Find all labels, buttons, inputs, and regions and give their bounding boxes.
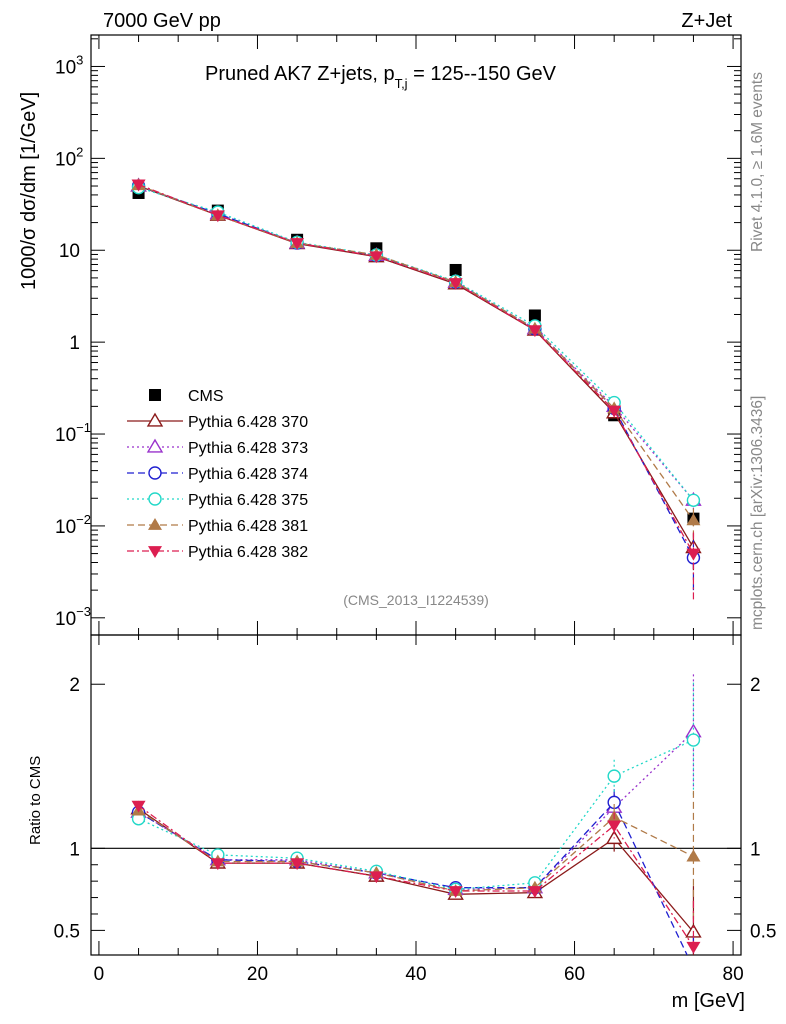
point-p382 [369, 251, 384, 264]
ratio-line-p374 [138, 801, 688, 955]
point-p382 [527, 325, 542, 338]
point-p382 [210, 210, 225, 223]
point-cms [449, 263, 462, 276]
ratio-line-p375 [138, 739, 694, 891]
ratio-point-p374 [687, 962, 699, 974]
ratio-y-tick-label: 1 [69, 839, 80, 860]
legend-entry-p375: Pythia 6.428 375 [127, 492, 308, 509]
ratio-series-group [130, 674, 702, 974]
point-p381 [686, 513, 701, 526]
ratio-line-p370 [138, 808, 694, 933]
series-line-p381 [138, 184, 694, 521]
x-tick-label: 40 [405, 964, 426, 985]
ratio-point-p381 [686, 849, 701, 862]
series-line-p382 [138, 183, 694, 554]
series-p382 [131, 179, 701, 602]
series-p375 [131, 180, 701, 508]
plot-title-sub: T,j [395, 76, 408, 91]
point-p375 [686, 493, 701, 508]
header-left: 7000 GeV pp [103, 10, 221, 32]
y-tick-label: 10−2 [55, 512, 91, 538]
plot-title-main: Pruned AK7 Z+jets, p [205, 63, 395, 85]
legend-marker [148, 492, 162, 506]
ratio-point-p382 [290, 858, 305, 871]
legend-marker [146, 412, 164, 427]
ratio-y-axis-label: Ratio to CMS [27, 756, 44, 845]
ratio-point-p375 [686, 733, 701, 747]
legend-marker [149, 389, 161, 401]
main-series-group [130, 177, 702, 602]
y-tick-label: 102 [55, 144, 83, 170]
legend-marker [148, 466, 162, 480]
legend-label: Pythia 6.428 370 [188, 414, 308, 431]
legend-label: Pythia 6.428 381 [188, 518, 308, 535]
ratio-series-p382 [131, 800, 701, 955]
legend-label: Pythia 6.428 373 [188, 440, 308, 457]
legend-label: Pythia 6.428 374 [188, 466, 308, 483]
series-p381 [131, 178, 701, 538]
legend-entry-cms: CMS [149, 388, 224, 405]
ratio-line-p382 [138, 805, 694, 948]
main-y-axis-label: 1000/σ dσ/dm [1/GeV] [18, 92, 40, 290]
series-p370 [130, 177, 702, 571]
ratio-point-p382 [686, 941, 701, 954]
series-p373 [130, 177, 702, 510]
point-p382 [607, 405, 622, 418]
ratio-y-tick-label-right: 1 [750, 839, 761, 860]
ratio-plot-frame [90, 634, 742, 956]
x-tick-label: 60 [564, 964, 585, 985]
rivet-label: Rivet 4.1.0, ≥ 1.6M events [749, 72, 766, 252]
y-tick-label: 10−1 [55, 420, 91, 446]
header-right: Z+Jet [681, 10, 732, 32]
ratio-point-p375 [607, 769, 621, 783]
x-tick-label: 0 [94, 964, 105, 985]
point-cms [528, 309, 541, 322]
y-tick-label: 10−3 [55, 604, 91, 630]
legend-entry-p374: Pythia 6.428 374 [127, 466, 308, 483]
ratio-y-tick-label-right: 2 [750, 675, 761, 696]
ratio-point-p382 [448, 886, 463, 898]
legend-marker [148, 546, 162, 558]
ratio-series-inner [130, 674, 702, 974]
legend-entry-p382: Pythia 6.428 382 [127, 544, 308, 561]
ratio-point-p382 [369, 871, 384, 884]
legend-label: Pythia 6.428 375 [188, 492, 308, 509]
point-p382 [448, 278, 463, 291]
plot-title-tail: = 125--150 GeV [408, 63, 557, 85]
mcplots-label: mcplots.cern.ch [arXiv:1306.3436] [749, 396, 766, 630]
plot-title: Pruned AK7 Z+jets, pT,j = 125--150 GeV [205, 63, 557, 91]
ratio-point-p382 [527, 886, 542, 898]
ratio-point-p382 [131, 800, 146, 813]
legend-marker [146, 438, 164, 453]
x-tick-label: 20 [247, 964, 268, 985]
ratio-y-tick-label: 2 [69, 675, 80, 696]
ratio-y-tick-label: 0.5 [54, 921, 80, 942]
legend: CMS Pythia 6.428 370 Pythia 6.428 373 Pythi… [127, 388, 308, 561]
ratio-y-tick-label-right: 0.5 [750, 921, 776, 942]
x-axis-label: m [GeV] [672, 990, 745, 1012]
y-tick-label: 1 [69, 333, 80, 354]
legend-marker [148, 518, 162, 530]
legend-label: CMS [188, 388, 224, 405]
point-p382 [131, 179, 146, 192]
legend-label: Pythia 6.428 382 [188, 544, 308, 561]
x-tick-label: 80 [723, 964, 744, 985]
point-p382 [290, 238, 305, 250]
axes-group: 0 20 40 60 80 10−3 10−2 10−1 1 10 102 103 0.5 0.5 1 1 2 2 [54, 35, 776, 985]
legend-entry-p373: Pythia 6.428 373 [127, 438, 308, 457]
ratio-point-p382 [210, 858, 225, 871]
y-tick-label: 103 [55, 52, 83, 78]
analysis-id: (CMS_2013_I1224539) [343, 592, 489, 608]
point-p382 [686, 548, 701, 561]
y-tick-label: 10 [59, 241, 80, 262]
legend-entry-p381: Pythia 6.428 381 [127, 518, 308, 535]
legend-entry-p370: Pythia 6.428 370 [127, 412, 308, 431]
ratio-point-p382 [607, 820, 622, 833]
